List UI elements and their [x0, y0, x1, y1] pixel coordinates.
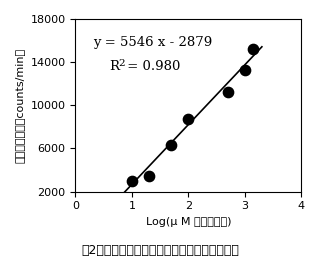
Point	[251, 47, 256, 51]
Point	[146, 174, 151, 179]
Text: R: R	[109, 60, 119, 73]
Point	[225, 90, 230, 94]
Y-axis label: 化学発光強度（counts/min）: 化学発光強度（counts/min）	[15, 48, 25, 163]
Point	[186, 117, 191, 121]
X-axis label: Log(μ M ピロリン酸): Log(μ M ピロリン酸)	[146, 217, 231, 227]
Text: = 0.980: = 0.980	[123, 60, 180, 73]
Text: 2: 2	[118, 59, 125, 68]
Text: 図2　化学発光測定によるピロリン酸の検量線: 図2 化学発光測定によるピロリン酸の検量線	[81, 244, 239, 257]
Point	[169, 143, 174, 147]
Point	[242, 68, 247, 72]
Point	[129, 179, 134, 183]
Text: y = 5546 x - 2879: y = 5546 x - 2879	[93, 36, 213, 49]
